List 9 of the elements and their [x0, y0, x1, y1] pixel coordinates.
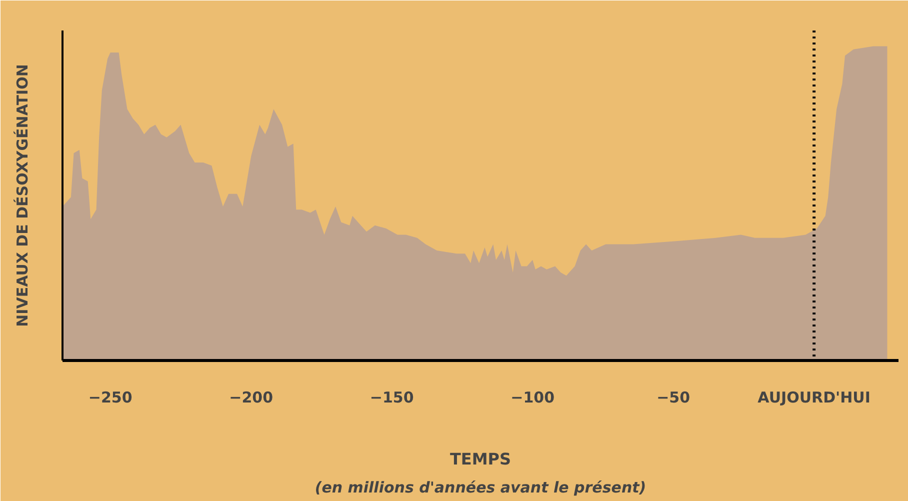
x-tick-label: −50	[656, 388, 690, 406]
x-tick-label: −100	[510, 388, 555, 406]
y-axis-title: NIVEAUX DE DÉSOXYGÉNATION	[14, 64, 32, 327]
text: (en millions d'années avant le présent)	[314, 478, 646, 496]
x-axis-title: TEMPS	[450, 450, 512, 468]
x-tick-label: −200	[229, 388, 274, 406]
x-tick-label: AUJOURD'HUI	[758, 388, 870, 406]
x-tick-label: −150	[370, 388, 414, 406]
x-tick-label: −250	[88, 388, 132, 406]
